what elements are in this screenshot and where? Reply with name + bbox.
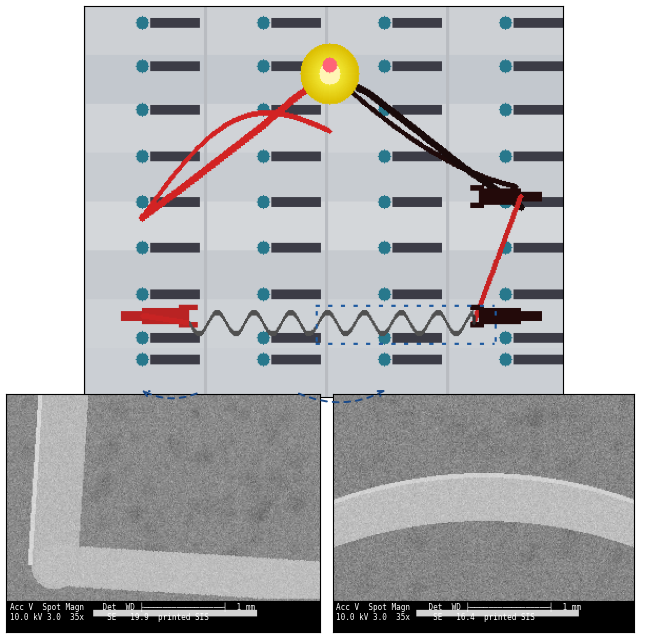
Text: Acc V  Spot Magn    Det  WD ├─────────────────┤  1 mm
10.0 kV 3.0  35x     SE   : Acc V Spot Magn Det WD ├────────────────… <box>10 603 255 622</box>
Text: Acc V  Spot Magn    Det  WD ├─────────────────┤  1 mm
10.0 kV 3.0  35x     SE   : Acc V Spot Magn Det WD ├────────────────… <box>336 603 582 622</box>
